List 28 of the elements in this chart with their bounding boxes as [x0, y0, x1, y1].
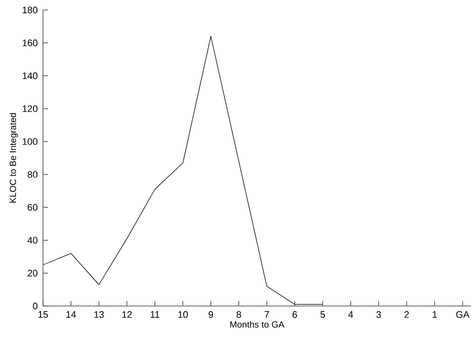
y-tick-label: 40 — [28, 236, 38, 244]
y-tick-label: 140 — [22, 72, 38, 80]
y-tick-label: 60 — [28, 204, 38, 211]
y-tick-label: 20 — [28, 270, 38, 276]
y-tick-label: 180 — [22, 6, 38, 14]
x-tick-label: 11 — [150, 311, 160, 318]
x-tick-label: 7 — [264, 311, 269, 318]
x-tick-label: 14 — [66, 311, 76, 318]
x-tick-label: 5 — [320, 311, 325, 318]
x-tick-label: 8 — [236, 311, 242, 318]
y-tick-label: 160 — [22, 40, 38, 46]
y-tick-label: 120 — [22, 105, 38, 112]
x-tick-label: 6 — [292, 311, 297, 318]
x-tick-label: 13 — [94, 311, 104, 318]
x-tick-label: 15 — [38, 311, 48, 318]
x-tick-label: 3 — [376, 311, 381, 318]
x-axis-title: Months to GA — [230, 321, 284, 328]
y-axis-title: KLOC to Be Integrated — [9, 113, 18, 203]
x-tick-label: 12 — [122, 311, 132, 318]
x-tick-label: 4 — [348, 311, 354, 318]
x-tick-label: 1 — [432, 311, 437, 318]
y-tick-label: 80 — [28, 171, 38, 178]
x-tick-label: 10 — [178, 311, 188, 318]
x-tick-label: GA — [456, 311, 470, 318]
x-tick-label: 9 — [208, 311, 214, 318]
y-tick-label: 0 — [32, 302, 38, 310]
y-tick-label: 100 — [22, 138, 38, 145]
x-tick-label: 2 — [404, 311, 409, 318]
